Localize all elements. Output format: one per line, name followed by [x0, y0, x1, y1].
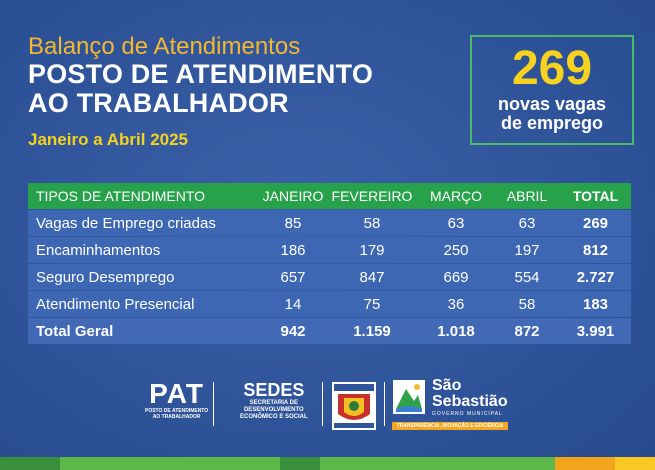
color-bar-segment	[280, 457, 320, 470]
total-label: Total Geral	[36, 322, 114, 340]
table-cell: 36	[447, 295, 465, 313]
table-cell: 554	[514, 268, 540, 286]
sedes-logo-subtitle: ECONÔMICO E SOCIAL	[240, 414, 308, 420]
color-bar-segment	[615, 457, 655, 470]
highlight-box: 269 novas vagas de emprego	[470, 35, 634, 145]
city-logo-icon	[392, 379, 426, 415]
divider	[322, 382, 323, 426]
header-cell: ABRIL	[506, 188, 548, 204]
header-cell: TIPOS DE ATENDIMENTO	[36, 188, 206, 204]
table-cell: 669	[443, 268, 469, 286]
bottom-color-bar	[0, 457, 655, 470]
table-cell: 63	[518, 214, 536, 232]
divider	[384, 382, 385, 426]
city-name-line2: Sebastião	[432, 393, 508, 410]
header: Balanço de Atendimentos POSTO DE ATENDIM…	[28, 34, 373, 150]
table-row: Seguro Desemprego 657 847 669 554 2.727	[28, 264, 631, 290]
pat-logo-subtitle: AO TRABALHADOR	[152, 414, 201, 420]
color-bar-segment	[555, 457, 615, 470]
sedes-logo-subtitle: DESENVOLVIMENTO	[243, 407, 304, 413]
table-cell: 186	[280, 241, 306, 259]
table-cell: 58	[363, 214, 381, 232]
super-title: Balanço de Atendimentos	[28, 33, 301, 60]
total-cell: 942	[280, 322, 306, 340]
color-bar-segment	[0, 457, 60, 470]
header-cell: FEVEREIRO	[331, 188, 413, 204]
table-row: Atendimento Presencial 14 75 36 58 183	[28, 291, 631, 317]
table-cell: 250	[443, 241, 469, 259]
table-cell: 197	[514, 241, 540, 259]
table-cell: 179	[359, 241, 385, 259]
period-label: Janeiro a Abril 2025	[28, 130, 189, 149]
header-cell: JANEIRO	[262, 188, 324, 204]
table-cell: 847	[359, 268, 385, 286]
row-total: 2.727	[576, 268, 615, 286]
pat-logo-subtitle: POSTO DE ATENDIMENTO	[145, 408, 209, 414]
page-title-line1: POSTO DE ATENDIMENTO	[28, 59, 374, 89]
header-cell: MARÇO	[429, 188, 483, 204]
table-cell: 85	[284, 214, 302, 232]
pat-logo: PAT POSTO DE ATENDIMENTO AO TRABALHADOR	[145, 378, 209, 421]
table-cell: 14	[284, 295, 302, 313]
highlight-caption-line1: novas vagas	[497, 94, 607, 114]
table-cell: 58	[518, 295, 536, 313]
table-cell: 657	[280, 268, 306, 286]
table-cell: 63	[447, 214, 465, 232]
row-total: 812	[582, 241, 609, 259]
color-bar-segment	[60, 457, 280, 470]
row-total: 269	[582, 214, 609, 232]
total-cell: 872	[514, 322, 540, 340]
table-total-row: Total Geral 942 1.159 1.018 872 3.991	[28, 318, 631, 344]
table-cell: 75	[363, 295, 381, 313]
city-name-line1: São	[432, 377, 462, 394]
footer-logos: PAT POSTO DE ATENDIMENTO AO TRABALHADOR …	[0, 372, 655, 442]
highlight-caption-line2: de emprego	[500, 113, 604, 133]
table-row: Encaminhamentos 186 179 250 197 812	[28, 237, 631, 263]
sedes-logo-subtitle: SECRETARIA DE	[249, 400, 298, 406]
total-cell: 1.018	[437, 322, 475, 340]
total-cell: 1.159	[353, 322, 391, 340]
city-tagline: TRANSPARÊNCIA, INOVAÇÃO E EFICIÊNCIA	[392, 422, 508, 430]
divider	[213, 382, 214, 426]
page-title-line2: AO TRABALHADOR	[28, 88, 289, 118]
row-label: Encaminhamentos	[36, 241, 161, 259]
row-label: Seguro Desemprego	[36, 268, 175, 286]
color-bar-segment	[320, 457, 555, 470]
table-row: Vagas de Emprego criadas 85 58 63 63 269	[28, 210, 631, 236]
header-cell: TOTAL	[572, 188, 619, 204]
grand-total: 3.991	[576, 322, 615, 340]
city-crest-icon	[330, 380, 378, 432]
row-label: Vagas de Emprego criadas	[36, 214, 216, 232]
row-label: Atendimento Presencial	[36, 295, 195, 313]
pat-logo-text: PAT	[149, 378, 204, 409]
sedes-logo: SEDES SECRETARIA DE DESENVOLVIMENTO ECON…	[240, 380, 308, 421]
highlight-number: 269	[511, 42, 593, 95]
city-gov-label: GOVERNO MUNICIPAL	[432, 411, 503, 417]
city-name: São Sebastião	[432, 378, 508, 410]
row-total: 183	[582, 295, 609, 313]
table-header-row: TIPOS DE ATENDIMENTO JANEIRO FEVEREIRO M…	[28, 183, 631, 209]
sedes-logo-text: SEDES	[243, 380, 305, 400]
stats-table: TIPOS DE ATENDIMENTO JANEIRO FEVEREIRO M…	[28, 183, 631, 345]
